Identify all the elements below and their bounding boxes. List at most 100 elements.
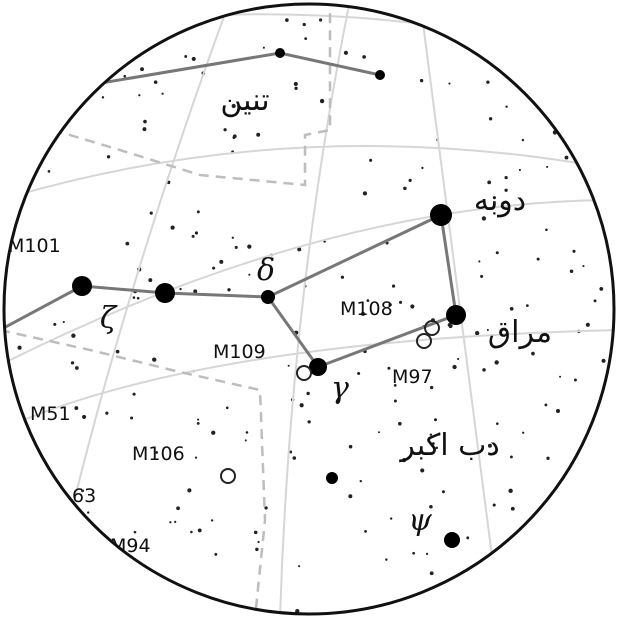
object-label: M97 — [392, 366, 433, 388]
constellation-label: تنین — [220, 83, 269, 118]
field-star — [577, 471, 581, 476]
constellation-label: دب اکبر — [398, 428, 499, 463]
field-star — [448, 323, 453, 329]
field-star — [132, 296, 136, 299]
field-star — [140, 67, 144, 72]
field-star — [133, 530, 137, 534]
field-star — [364, 530, 367, 533]
field-star — [495, 251, 499, 255]
field-star — [564, 593, 569, 598]
object-label: M106 — [132, 443, 185, 465]
field-star — [486, 80, 490, 84]
field-star — [348, 494, 353, 499]
field-star — [554, 48, 558, 53]
field-star — [402, 458, 407, 463]
field-star — [187, 488, 192, 493]
field-star — [253, 530, 258, 535]
field-star — [362, 191, 368, 196]
field-star — [231, 236, 234, 239]
field-star — [306, 391, 310, 396]
field-star — [245, 431, 249, 434]
field-star — [294, 86, 298, 90]
field-star — [476, 9, 480, 12]
field-star — [398, 300, 403, 304]
field-star — [510, 506, 515, 511]
field-star — [448, 82, 451, 85]
field-star — [559, 375, 562, 378]
object-label: M108 — [340, 298, 393, 320]
field-star — [385, 558, 388, 561]
field-star — [525, 304, 529, 308]
field-star — [211, 430, 216, 435]
field-star — [504, 188, 508, 192]
star-label: γ — [331, 371, 349, 406]
field-star — [593, 299, 597, 303]
field-star — [70, 361, 75, 365]
field-star — [517, 9, 522, 13]
field-star — [191, 56, 196, 61]
field-star — [573, 378, 577, 382]
field-star — [458, 13, 463, 18]
field-star — [588, 122, 592, 127]
field-star — [466, 536, 470, 540]
field-star — [227, 288, 231, 292]
field-star — [302, 22, 306, 27]
constellation-line — [29, 51, 381, 97]
field-star — [218, 606, 222, 610]
field-star — [601, 358, 606, 363]
bright-stars — [72, 48, 466, 548]
field-star — [577, 496, 581, 499]
field-star — [492, 196, 496, 200]
field-star — [285, 18, 289, 22]
field-star — [136, 14, 141, 19]
field-star — [522, 431, 525, 434]
field-star — [232, 136, 236, 140]
field-star — [292, 456, 297, 460]
field-star — [572, 249, 576, 253]
field-star — [104, 543, 109, 548]
field-star — [388, 303, 392, 307]
field-star — [504, 175, 508, 180]
field-star — [50, 46, 54, 50]
field-star — [179, 287, 182, 291]
field-star — [393, 399, 397, 403]
boundary — [4, 328, 267, 614]
field-star — [360, 311, 366, 316]
field-star — [17, 591, 21, 595]
field-star — [488, 613, 492, 614]
field-star — [474, 17, 477, 21]
field-star — [194, 456, 198, 459]
field-star — [522, 64, 527, 69]
field-star — [196, 421, 200, 425]
field-star — [74, 406, 79, 410]
field-star — [488, 117, 493, 121]
field-star — [81, 489, 84, 493]
field-star — [410, 304, 415, 309]
field-star — [613, 418, 614, 422]
field-star — [441, 490, 445, 494]
field-star — [71, 333, 76, 338]
object-label: M51 — [30, 403, 71, 425]
field-star — [169, 521, 172, 524]
field-star — [4, 197, 8, 202]
field-star — [307, 420, 311, 424]
field-star — [509, 306, 514, 311]
field-star — [518, 168, 521, 172]
field-star — [62, 320, 65, 324]
field-star — [366, 299, 370, 303]
field-star — [487, 443, 492, 448]
field-star — [73, 7, 77, 10]
field-star — [408, 178, 412, 182]
grid-line — [4, 329, 614, 431]
field-star — [142, 127, 147, 132]
field-star — [359, 479, 362, 483]
field-star — [287, 364, 290, 367]
field-star — [178, 594, 182, 598]
field-star — [319, 98, 325, 104]
grid-line — [4, 13, 614, 61]
field-star — [348, 444, 353, 449]
field-star — [610, 482, 614, 486]
field-star — [53, 322, 57, 326]
field-star — [304, 37, 308, 41]
